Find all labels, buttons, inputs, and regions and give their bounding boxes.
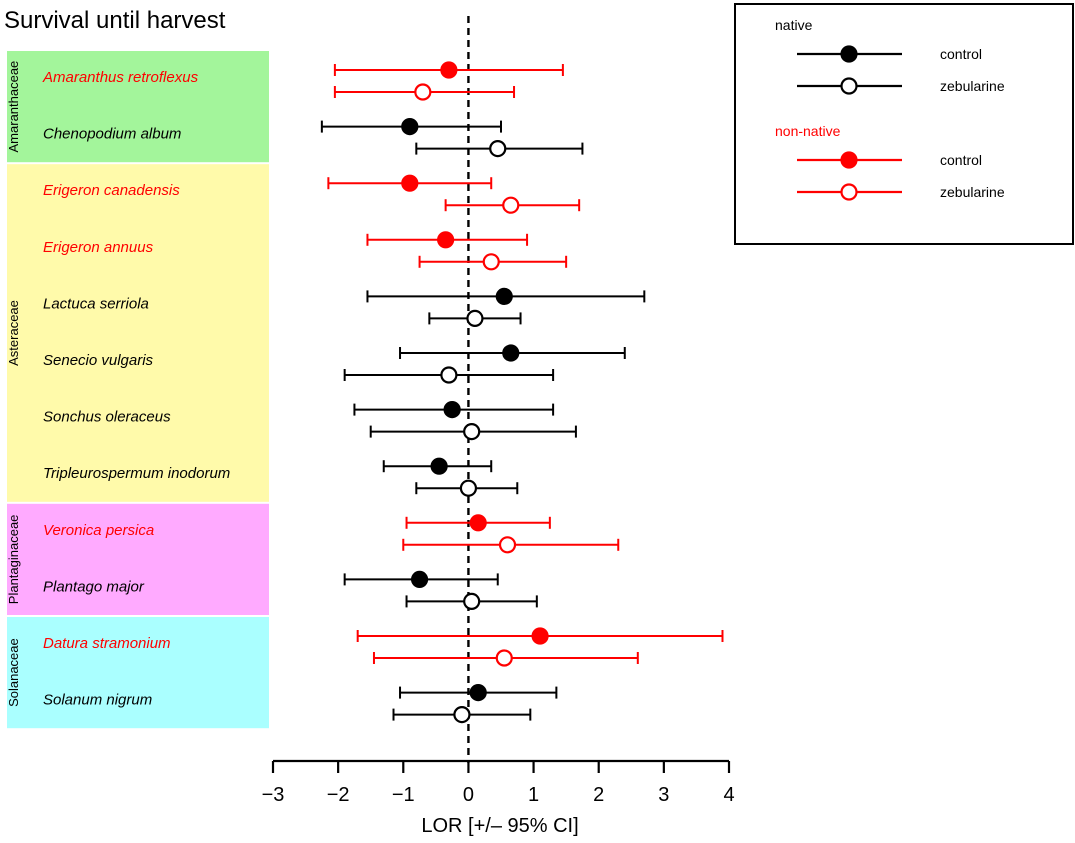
- legend-marker-filled: [840, 45, 858, 63]
- x-tick-label: 1: [528, 784, 539, 806]
- control-point: [443, 401, 461, 419]
- x-tick-label: −2: [327, 784, 350, 806]
- species-label: Tripleurospermum inodorum: [43, 465, 230, 482]
- zebularine-point: [498, 536, 517, 554]
- family-band: [7, 51, 269, 163]
- species-label: Amaranthus retroflexus: [42, 69, 199, 86]
- family-label: Asteraceae: [6, 300, 21, 366]
- family-label: Plantaginaceae: [6, 515, 21, 605]
- species-label: Datura stramonium: [43, 635, 171, 652]
- zebularine-point: [463, 592, 481, 611]
- species-label: Senecio vulgaris: [43, 352, 154, 369]
- zebularine-point: [466, 309, 484, 327]
- family-band: [7, 503, 269, 615]
- control-point: [469, 683, 487, 702]
- control-point: [410, 570, 429, 589]
- x-tick-label: −1: [392, 784, 415, 806]
- zebularine-point: [495, 649, 513, 667]
- zebularine-point: [414, 83, 432, 101]
- zebularine-point: [463, 423, 481, 441]
- control-point: [437, 231, 455, 249]
- zebularine-point: [453, 705, 471, 724]
- legend-group-label: native: [775, 17, 813, 33]
- family-label: Solanaceae: [6, 638, 21, 707]
- control-point: [401, 174, 419, 192]
- x-tick-label: 2: [593, 784, 604, 806]
- species-label: Veronica persica: [43, 522, 154, 539]
- family-band: [7, 617, 269, 729]
- zebularine-point: [440, 366, 458, 384]
- species-label: Sonchus oleraceus: [43, 409, 171, 426]
- control-point: [495, 287, 513, 305]
- zebularine-point: [502, 196, 520, 214]
- legend-marker-filled: [840, 151, 858, 169]
- x-axis-label: LOR [+/– 95% CI]: [421, 815, 578, 837]
- legend-marker-open: [840, 77, 858, 95]
- legend-entry-label: control: [940, 46, 982, 62]
- x-tick-label: −3: [262, 784, 285, 806]
- legend-entry-label: zebularine: [940, 78, 1005, 94]
- family-band: [7, 164, 269, 502]
- control-point: [469, 514, 487, 532]
- chart-title: Survival until harvest: [4, 7, 226, 34]
- family-label: Amaranthaceae: [6, 61, 21, 153]
- legend-box: [734, 3, 1074, 245]
- zebularine-point: [489, 140, 507, 158]
- species-rows: Amaranthus retroflexus Chenopodium album E…: [42, 16, 724, 763]
- control-point: [502, 344, 520, 362]
- species-label: Lactuca serriola: [43, 295, 149, 312]
- species-label: Chenopodium album: [43, 126, 181, 143]
- family-bands: Amaranthaceae Asteraceae Plantaginaceae Sol…: [6, 51, 269, 729]
- species-label: Erigeron annuus: [43, 239, 154, 256]
- zebularine-point: [482, 253, 500, 271]
- x-axis: −3 −2 −1 0 1 2 3 4: [262, 759, 735, 806]
- zebularine-point: [459, 479, 478, 497]
- control-point: [531, 627, 549, 645]
- control-point: [440, 61, 458, 79]
- legend: native control zebularine non-native control…: [734, 3, 1074, 245]
- legend-entry-label: control: [940, 152, 982, 168]
- legend-group-label: non-native: [775, 123, 841, 139]
- x-tick-label: 0: [463, 784, 474, 806]
- control-point: [401, 117, 419, 136]
- species-label: Plantago major: [43, 578, 145, 595]
- legend-entry-label: zebularine: [940, 184, 1005, 200]
- control-point: [430, 457, 448, 475]
- x-tick-label: 4: [723, 784, 734, 806]
- species-label: Erigeron canadensis: [43, 182, 180, 199]
- x-tick-label: 3: [658, 784, 669, 806]
- species-label: Solanum nigrum: [43, 692, 152, 709]
- legend-marker-open: [840, 183, 858, 201]
